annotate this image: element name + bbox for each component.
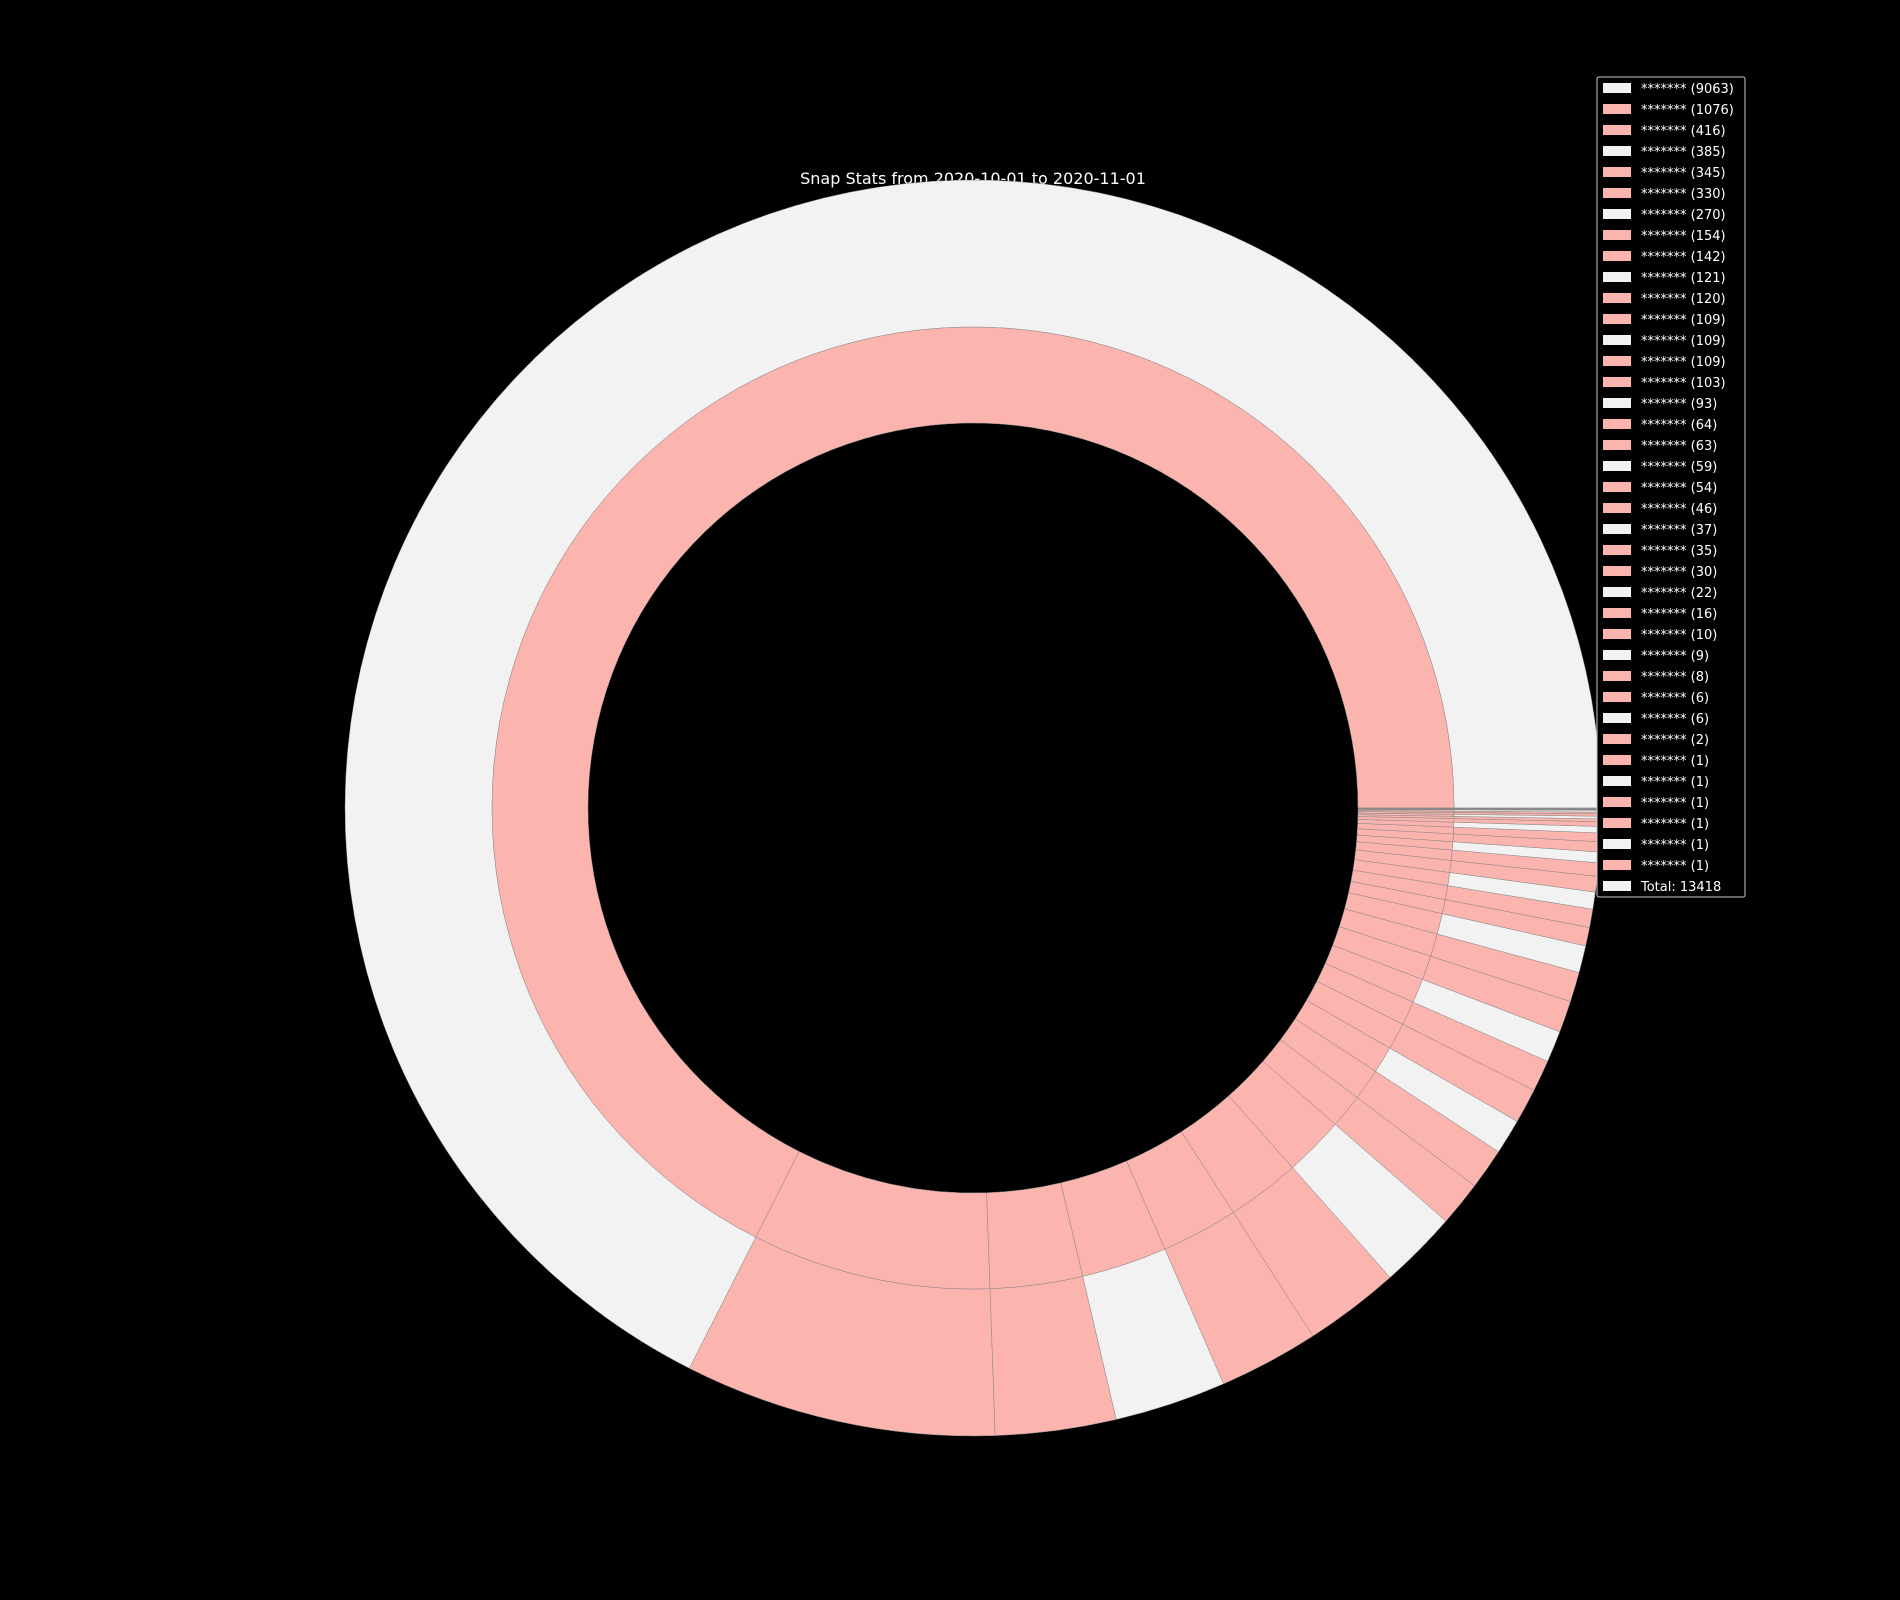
- legend-swatch: [1603, 125, 1631, 135]
- legend-swatch: [1603, 566, 1631, 576]
- legend-label: ******* (59): [1641, 460, 1717, 475]
- legend-label: ******* (2): [1641, 733, 1709, 748]
- outer-ring: [344, 179, 1602, 1437]
- legend-swatch: [1603, 440, 1631, 450]
- legend: ******* (9063) ******* (1076) ******* (416…: [1596, 76, 1746, 898]
- legend-swatch: [1603, 209, 1631, 219]
- legend-swatch: [1603, 377, 1631, 387]
- legend-label: ******* (270): [1641, 208, 1726, 223]
- legend-label: ******* (9): [1641, 649, 1709, 664]
- legend-label: ******* (1076): [1641, 103, 1734, 118]
- legend-swatch: [1603, 104, 1631, 114]
- legend-label: ******* (121): [1641, 271, 1726, 286]
- legend-swatch: [1603, 524, 1631, 534]
- inner-ring-wedge-1: [491, 326, 1455, 1238]
- legend-swatch: [1603, 167, 1631, 177]
- legend-label: ******* (46): [1641, 502, 1717, 517]
- legend-swatch: [1603, 335, 1631, 345]
- legend-swatch: [1603, 734, 1631, 744]
- legend-label: ******* (54): [1641, 481, 1717, 496]
- legend-swatch: [1603, 356, 1631, 366]
- legend-swatch: [1603, 461, 1631, 471]
- legend-label: ******* (9063): [1641, 82, 1734, 97]
- legend-label: ******* (1): [1641, 859, 1709, 874]
- legend-label: ******* (63): [1641, 439, 1717, 454]
- legend-label: ******* (109): [1641, 313, 1726, 328]
- legend-frame: [1596, 76, 1746, 898]
- legend-label: ******* (35): [1641, 544, 1717, 559]
- legend-swatch: [1603, 482, 1631, 492]
- legend-swatch: [1603, 713, 1631, 723]
- legend-swatch: [1603, 692, 1631, 702]
- legend-swatch: [1603, 314, 1631, 324]
- legend-swatch: [1603, 860, 1631, 870]
- legend-swatch: [1603, 398, 1631, 408]
- chart-title: Snap Stats from 2020-10-01 to 2020-11-01: [800, 169, 1146, 188]
- legend-swatch: [1603, 671, 1631, 681]
- legend-label: ******* (1): [1641, 838, 1709, 853]
- legend-swatch: [1603, 272, 1631, 282]
- legend-label: ******* (6): [1641, 691, 1709, 706]
- legend-swatch: [1603, 797, 1631, 807]
- legend-label: ******* (416): [1641, 124, 1726, 139]
- legend-swatch: [1603, 230, 1631, 240]
- legend-swatch: [1603, 146, 1631, 156]
- legend-label: ******* (30): [1641, 565, 1717, 580]
- legend-swatch: [1603, 881, 1631, 891]
- legend-label: ******* (345): [1641, 166, 1726, 181]
- legend-label: ******* (1): [1641, 817, 1709, 832]
- legend-swatch: [1603, 776, 1631, 786]
- legend-swatch: [1603, 608, 1631, 618]
- legend-label: ******* (120): [1641, 292, 1726, 307]
- legend-label: ******* (22): [1641, 586, 1717, 601]
- legend-label: ******* (10): [1641, 628, 1717, 643]
- legend-label: ******* (1): [1641, 775, 1709, 790]
- legend-swatch: [1603, 818, 1631, 828]
- legend-swatch: [1603, 251, 1631, 261]
- legend-label: ******* (109): [1641, 334, 1726, 349]
- legend-label: ******* (1): [1641, 754, 1709, 769]
- legend-label: ******* (8): [1641, 670, 1709, 685]
- legend-swatch: [1603, 503, 1631, 513]
- legend-label: ******* (154): [1641, 229, 1726, 244]
- legend-swatch: [1603, 545, 1631, 555]
- legend-label: ******* (330): [1641, 187, 1726, 202]
- legend-label: ******* (93): [1641, 397, 1717, 412]
- legend-label: ******* (109): [1641, 355, 1726, 370]
- legend-swatch: [1603, 755, 1631, 765]
- legend-label: ******* (6): [1641, 712, 1709, 727]
- legend-label: ******* (385): [1641, 145, 1726, 160]
- inner-ring: [491, 326, 1455, 1290]
- legend-label: Total: 13418: [1640, 880, 1721, 895]
- legend-swatch: [1603, 188, 1631, 198]
- legend-swatch: [1603, 587, 1631, 597]
- legend-swatch: [1603, 650, 1631, 660]
- legend-swatch: [1603, 839, 1631, 849]
- legend-swatch: [1603, 293, 1631, 303]
- legend-label: ******* (142): [1641, 250, 1726, 265]
- legend-label: ******* (64): [1641, 418, 1717, 433]
- legend-swatch: [1603, 83, 1631, 93]
- legend-swatch: [1603, 629, 1631, 639]
- legend-label: ******* (103): [1641, 376, 1726, 391]
- legend-label: ******* (1): [1641, 796, 1709, 811]
- legend-swatch: [1603, 419, 1631, 429]
- legend-label: ******* (37): [1641, 523, 1717, 538]
- legend-label: ******* (16): [1641, 607, 1717, 622]
